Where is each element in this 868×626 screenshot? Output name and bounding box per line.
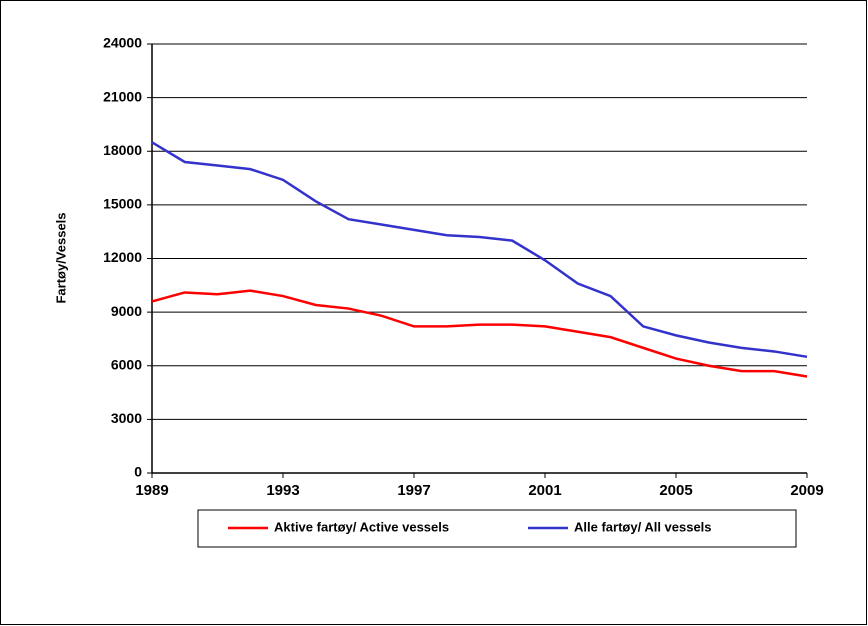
x-tick-label: 1989 xyxy=(135,482,168,499)
series-line xyxy=(151,289,808,378)
series-line xyxy=(151,141,808,359)
y-tick-label: 15000 xyxy=(103,196,142,212)
legend-label: Alle fartøy/ All vessels xyxy=(574,519,712,534)
legend-label: Aktive fartøy/ Active vessels xyxy=(274,519,449,534)
x-tick-label: 2001 xyxy=(528,482,561,499)
y-tick-label: 0 xyxy=(134,464,142,480)
x-tick-label: 1993 xyxy=(266,482,299,499)
x-tick-label: 2005 xyxy=(659,482,692,499)
legend-box xyxy=(197,509,797,548)
x-tick-label: 1997 xyxy=(397,482,430,499)
y-tick-label: 3000 xyxy=(111,410,142,426)
y-tick-label: 9000 xyxy=(111,303,142,319)
y-tick-label: 21000 xyxy=(103,88,142,104)
y-tick-label: 6000 xyxy=(111,356,142,372)
y-axis-label: Fartøy/Vessels xyxy=(53,212,68,303)
y-tick-label: 24000 xyxy=(103,35,142,51)
x-tick-label: 2009 xyxy=(790,482,823,499)
y-tick-label: 18000 xyxy=(103,142,142,158)
y-tick-label: 12000 xyxy=(103,249,142,265)
